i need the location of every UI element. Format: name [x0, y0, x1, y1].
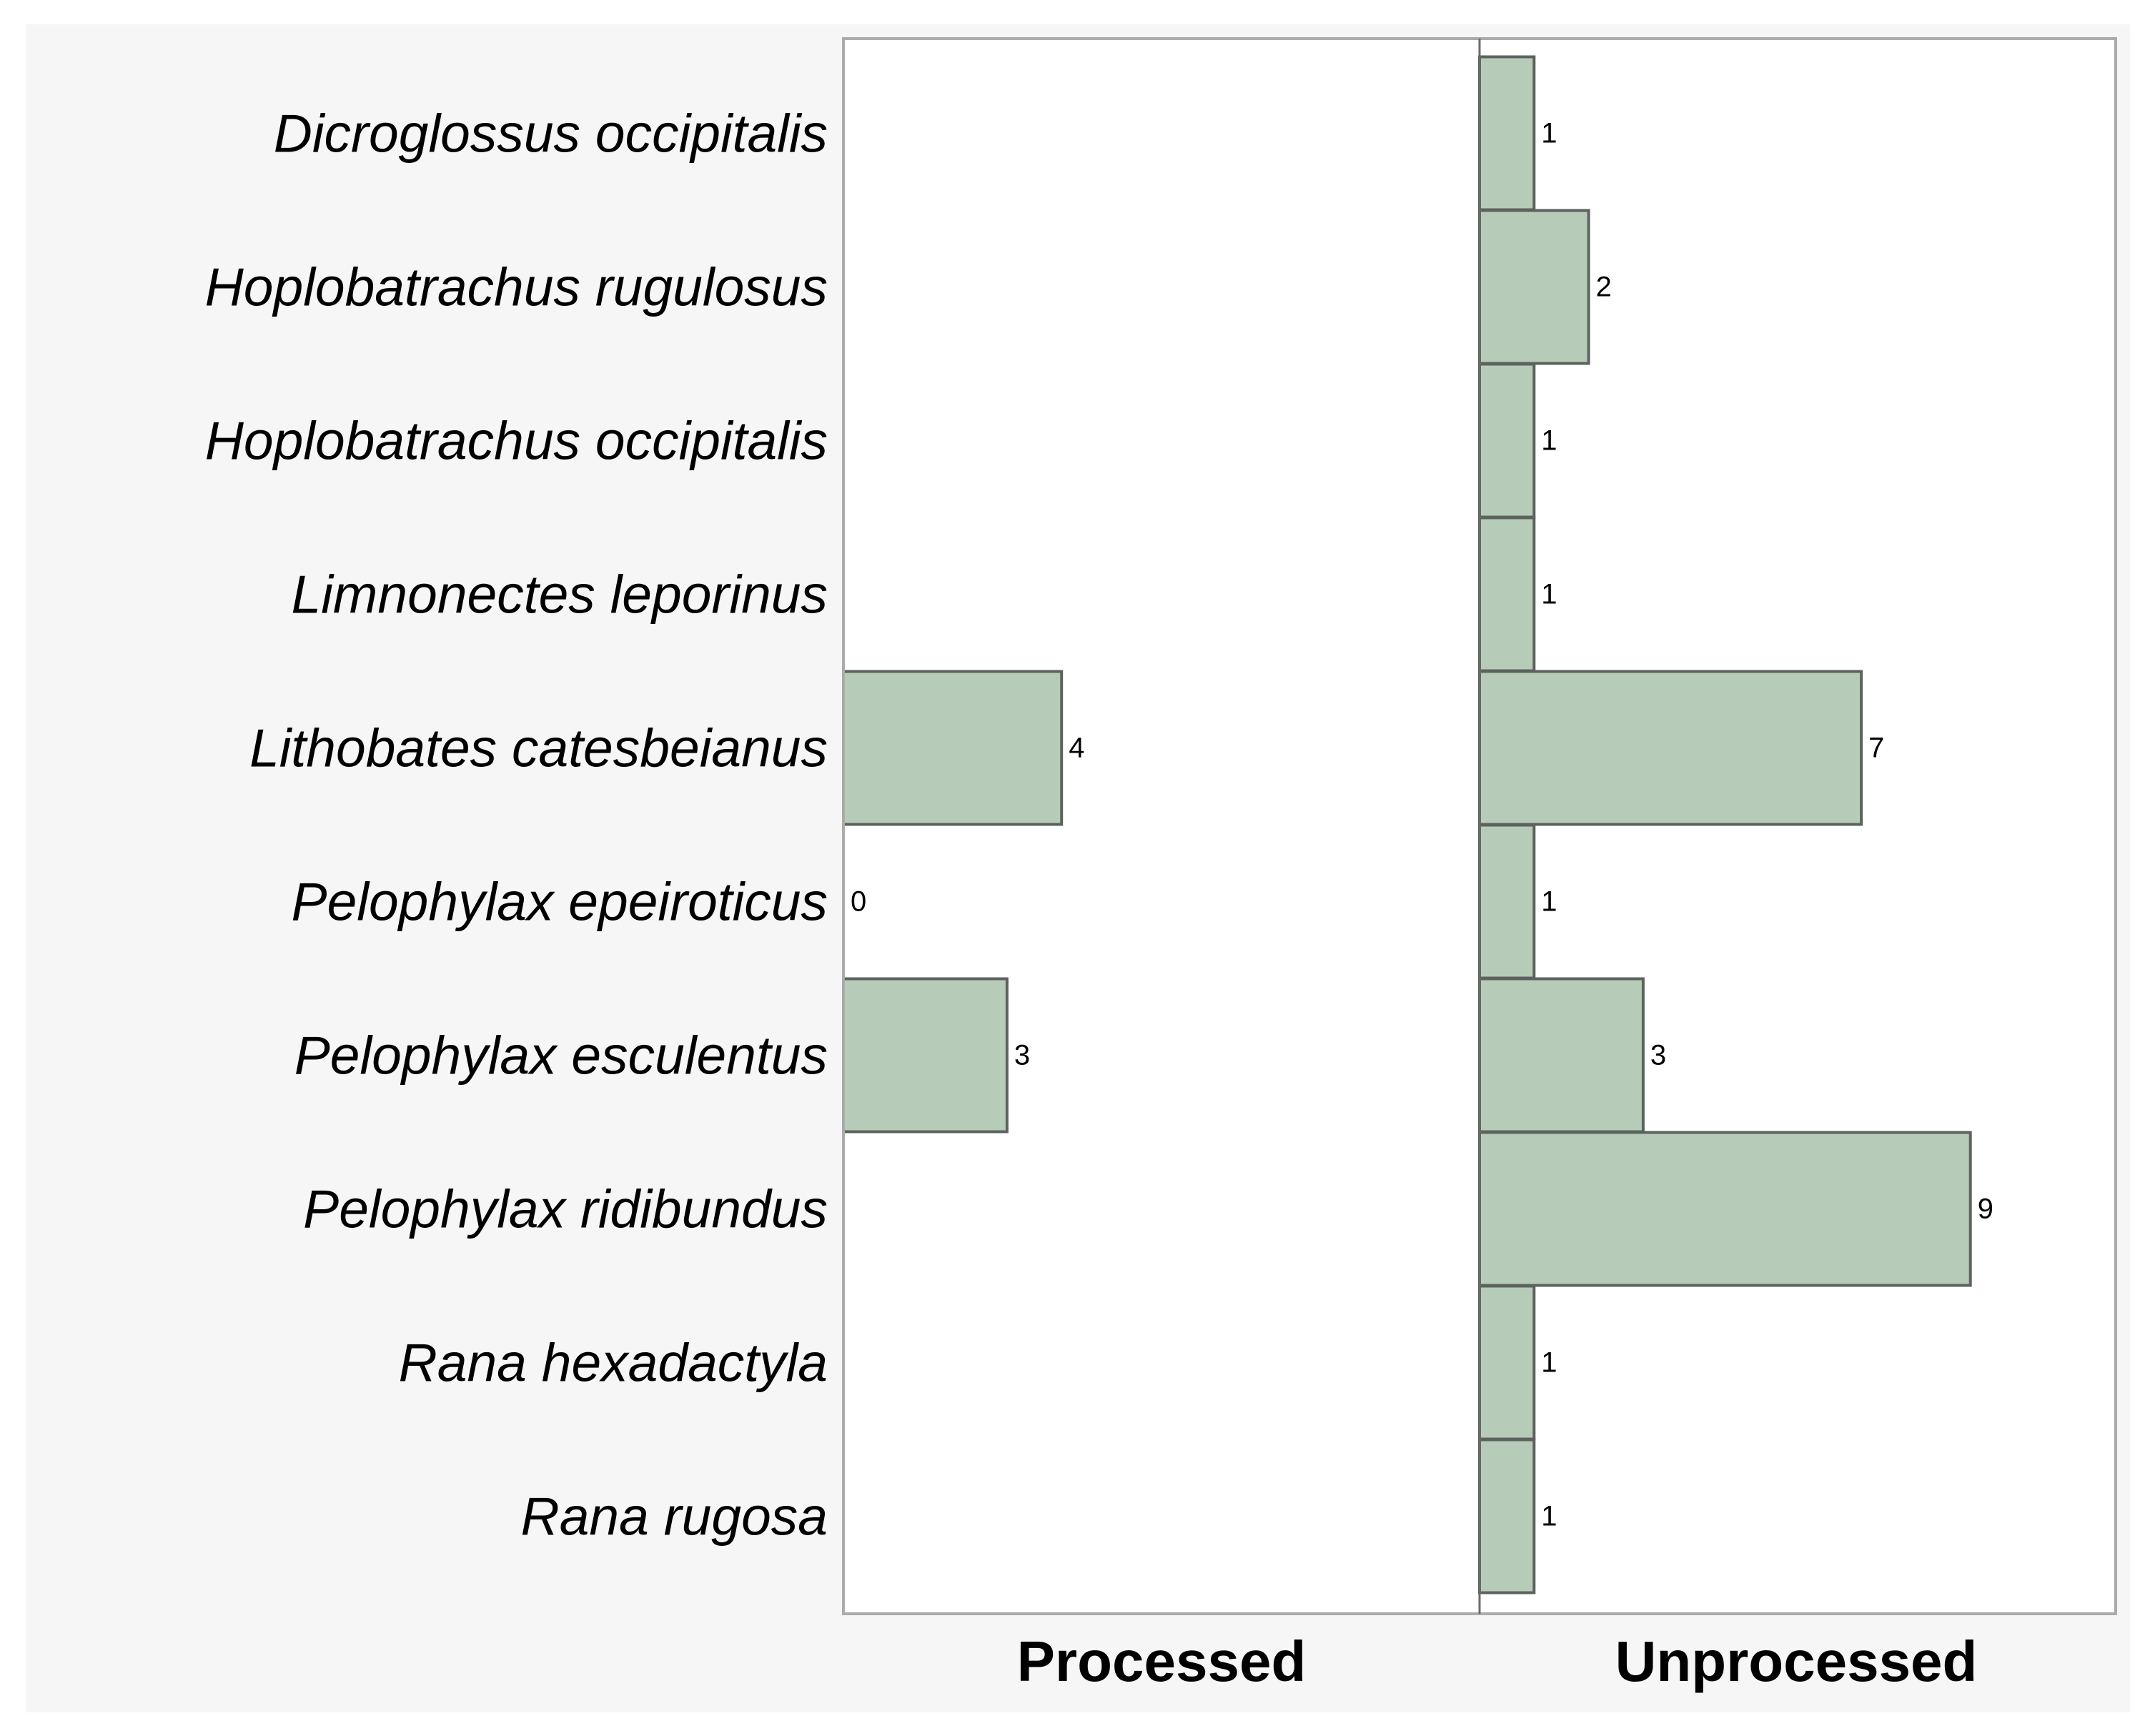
category-label-pelophylax-esculentus: Pelophylax esculentus [294, 1026, 828, 1086]
bar-processed-lithobates-catesbeianus [842, 670, 1064, 826]
category-label-limnonectes-leporinus: Limnonectes leporinus [292, 565, 828, 625]
bar-unprocessed-lithobates-catesbeianus [1478, 670, 1863, 826]
bar-unprocessed-pelophylax-ridibundus [1478, 1131, 1972, 1287]
category-label-hoplobatrachus-rugulosus: Hoplobatrachus rugulosus [205, 257, 828, 317]
bar-unprocessed-rana-rugosa [1478, 1438, 1536, 1594]
value-label-unprocessed-rana-hexadactyla: 1 [1541, 1347, 1557, 1379]
value-label-unprocessed-rana-rugosa: 1 [1541, 1501, 1557, 1532]
value-label-unprocessed-pelophylax-epeiroticus: 1 [1541, 886, 1557, 918]
bar-processed-pelophylax-esculentus [842, 977, 1009, 1134]
bar-unprocessed-pelophylax-esculentus [1478, 977, 1645, 1134]
category-label-lithobates-catesbeianus: Lithobates catesbeianus [249, 718, 828, 778]
bar-unprocessed-pelophylax-epeiroticus [1478, 823, 1536, 980]
bar-unprocessed-dicroglossus-occipitalis [1478, 55, 1536, 212]
bar-unprocessed-hoplobatrachus-occipitalis [1478, 362, 1536, 519]
bars-layer [842, 55, 1972, 1594]
category-label-dicroglossus-occipitalis: Dicroglossus occipitalis [274, 104, 828, 164]
value-label-unprocessed-lithobates-catesbeianus: 7 [1868, 733, 1884, 764]
panel-title-unprocessed: Unprocessed [1615, 1630, 1978, 1693]
category-label-rana-hexadactyla: Rana hexadactyla [399, 1333, 828, 1393]
bar-unprocessed-rana-hexadactyla [1478, 1284, 1536, 1441]
category-labels: Dicroglossus occipitalis Hoplobatrachus r… [205, 104, 828, 1547]
value-label-processed-pelophylax-epeiroticus: 0 [851, 886, 866, 918]
value-label-unprocessed-limnonectes-leporinus: 1 [1541, 579, 1557, 610]
category-label-pelophylax-ridibundus: Pelophylax ridibundus [303, 1179, 828, 1239]
value-label-unprocessed-hoplobatrachus-rugulosus: 2 [1596, 272, 1612, 303]
category-label-rana-rugosa: Rana rugosa [521, 1487, 828, 1547]
value-label-unprocessed-pelophylax-esculentus: 3 [1650, 1040, 1666, 1071]
value-label-processed-pelophylax-esculentus: 3 [1014, 1040, 1030, 1071]
bar-unprocessed-limnonectes-leporinus [1478, 516, 1536, 673]
bar-unprocessed-hoplobatrachus-rugulosus [1478, 209, 1590, 365]
value-label-unprocessed-pelophylax-ridibundus: 9 [1978, 1194, 1993, 1225]
panel-title-processed: Processed [1017, 1630, 1307, 1693]
category-label-hoplobatrachus-occipitalis: Hoplobatrachus occipitalis [205, 411, 828, 471]
value-label-unprocessed-dicroglossus-occipitalis: 1 [1541, 118, 1557, 149]
value-label-processed-lithobates-catesbeianus: 4 [1069, 733, 1084, 764]
category-label-pelophylax-epeiroticus: Pelophylax epeiroticus [292, 872, 828, 932]
value-label-unprocessed-hoplobatrachus-occipitalis: 1 [1541, 425, 1557, 457]
